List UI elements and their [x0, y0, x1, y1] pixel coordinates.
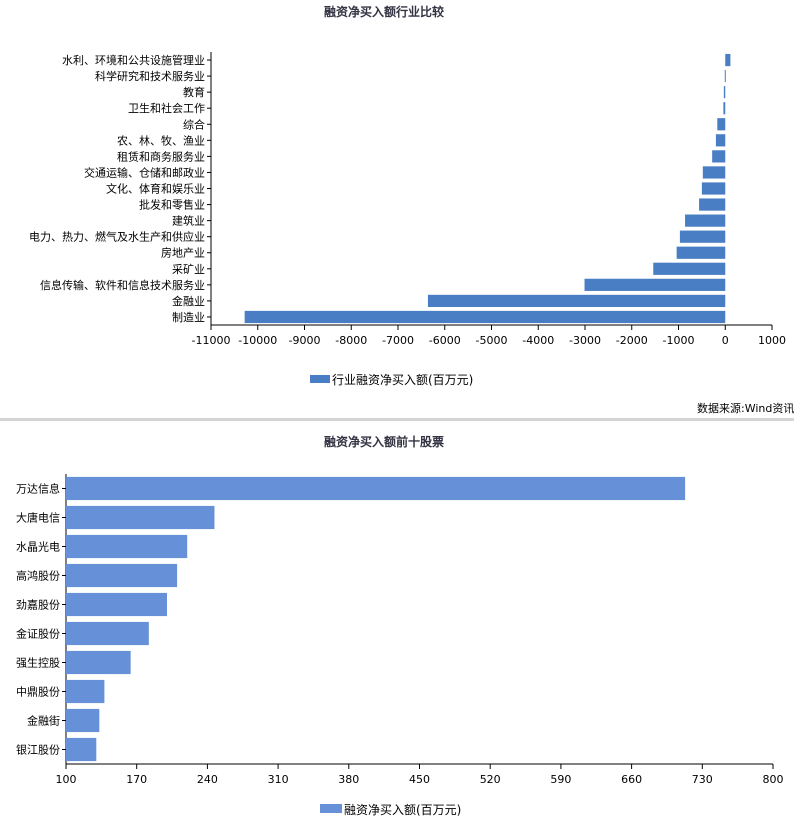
- top-stocks-x-tick-label: 310: [268, 773, 289, 786]
- industry-bar: [653, 262, 726, 275]
- top-stocks-bar: [66, 505, 215, 530]
- industry-bar: [715, 134, 726, 147]
- top-stocks-bar: [66, 534, 188, 559]
- top-stocks-bar: [66, 737, 97, 762]
- top-stocks-bar: [66, 563, 178, 588]
- industry-bar: [724, 69, 726, 83]
- industry-bar: [679, 230, 726, 243]
- top-stocks-bar: [66, 592, 167, 617]
- industry-x-tick-label: -11000: [192, 334, 231, 347]
- industry-x-tick-label: -4000: [522, 334, 554, 347]
- industry-category-label: 采矿业: [172, 263, 205, 276]
- top-stocks-x-tick-label: 450: [409, 773, 430, 786]
- industry-bar: [712, 150, 726, 163]
- top-stocks-bar: [66, 621, 149, 646]
- industry-x-tick-label: -5000: [476, 334, 508, 347]
- industry-x-tick-label: -6000: [429, 334, 461, 347]
- industry-x-tick-label: -7000: [382, 334, 414, 347]
- industry-category-label: 租赁和商务服务业: [117, 149, 205, 163]
- industry-category-label: 批发和零售业: [139, 198, 205, 212]
- section-divider: [0, 418, 794, 421]
- top-stocks-category-label: 强生控股: [16, 656, 60, 670]
- industry-category-label: 教育: [183, 85, 205, 99]
- industry-category-label: 农、林、牧、渔业: [117, 133, 205, 147]
- industry-category-label: 水利、环境和公共设施管理业: [62, 53, 205, 67]
- top-stocks-x-tick-label: 660: [621, 773, 642, 786]
- top-stocks-x-tick-label: 730: [692, 773, 713, 786]
- top-stocks-category-label: 银江股份: [16, 743, 60, 757]
- top-stocks-x-tick-label: 800: [763, 773, 784, 786]
- industry-bar: [427, 294, 726, 308]
- industry-bar: [717, 118, 726, 131]
- industry-category-label: 卫生和社会工作: [128, 101, 205, 115]
- industry-chart: -11000 -10000 -9000 -8000 -7000 -6000 -5000 -40…: [29, 52, 786, 347]
- legend-label-top-stocks: 融资净买入额(百万元): [344, 803, 461, 817]
- industry-category-label: 制造业: [172, 310, 205, 324]
- industry-x-tick-label: -3000: [569, 334, 601, 347]
- industry-x-tick-label: -1000: [663, 334, 695, 347]
- industry-x-tick-label: -8000: [335, 334, 367, 347]
- top-stocks-category-label: 金融街: [27, 714, 60, 728]
- top-stocks-category-label: 水晶光电: [16, 540, 60, 554]
- top-stocks-category-label: 金证股份: [16, 627, 60, 641]
- industry-category-label: 房地产业: [161, 246, 205, 260]
- industry-bar: [699, 198, 726, 211]
- top-stocks-category-label: 大唐电信: [16, 511, 60, 525]
- top-stocks-x-tick-label: 520: [480, 773, 501, 786]
- industry-bar: [584, 278, 726, 291]
- top-stocks-bar: [66, 679, 105, 704]
- industry-bar: [701, 182, 726, 195]
- top-stocks-bar: [66, 650, 131, 675]
- industry-x-tick-label: 1000: [758, 334, 786, 347]
- top-stocks-bar: [66, 476, 686, 501]
- industry-bar: [244, 310, 726, 324]
- industry-bar: [702, 166, 726, 179]
- industry-category-label: 综合: [183, 117, 205, 131]
- industry-category-label: 科学研究和技术服务业: [95, 69, 205, 83]
- industry-category-label: 电力、热力、燃气及水生产和供应业: [29, 230, 205, 244]
- legend-swatch-industry: [310, 375, 330, 383]
- industry-x-tick-label: -2000: [616, 334, 648, 347]
- chart-title-industry: 融资净买入额行业比较: [324, 4, 444, 19]
- top-stocks-x-tick-label: 590: [550, 773, 571, 786]
- industry-category-label: 文化、体育和娱乐业: [106, 182, 205, 196]
- industry-category-label: 金融业: [172, 294, 205, 308]
- industry-bar: [685, 214, 726, 227]
- industry-x-tick-label: -9000: [289, 334, 321, 347]
- top-stocks-bar: [66, 708, 100, 733]
- legend-label-industry: 行业融资净买入额(百万元): [332, 373, 473, 387]
- top-stocks-chart: 100 170 240 310 380 450 520 590 660 730 800 万达信息大唐电…: [16, 474, 784, 786]
- top-stocks-x-tick-label: 380: [338, 773, 359, 786]
- industry-bar: [725, 53, 731, 67]
- data-source-note: 数据来源:Wind资讯: [697, 401, 794, 415]
- top-stocks-category-label: 中鼎股份: [16, 686, 60, 699]
- top-stocks-x-tick-label: 170: [126, 773, 147, 786]
- industry-category-label: 信息传输、软件和信息技术服务业: [40, 278, 205, 292]
- top-stocks-category-label: 劲嘉股份: [16, 598, 60, 612]
- top-stocks-x-tick-label: 100: [56, 773, 77, 786]
- industry-bar: [723, 86, 726, 99]
- legend-swatch-top-stocks: [320, 804, 342, 813]
- industry-x-tick-label: 0: [722, 334, 729, 347]
- chart-title-top-stocks: 融资净买入额前十股票: [324, 434, 444, 449]
- industry-bar: [723, 102, 726, 115]
- industry-x-tick-label: -10000: [238, 334, 277, 347]
- top-stocks-category-label: 高鸿股份: [16, 569, 60, 583]
- industry-category-label: 建筑业: [172, 214, 205, 228]
- top-stocks-x-tick-label: 240: [197, 773, 218, 786]
- industry-category-label: 交通运输、仓储和邮政业: [84, 165, 205, 179]
- top-stocks-category-label: 万达信息: [16, 482, 60, 496]
- industry-bar: [676, 246, 726, 259]
